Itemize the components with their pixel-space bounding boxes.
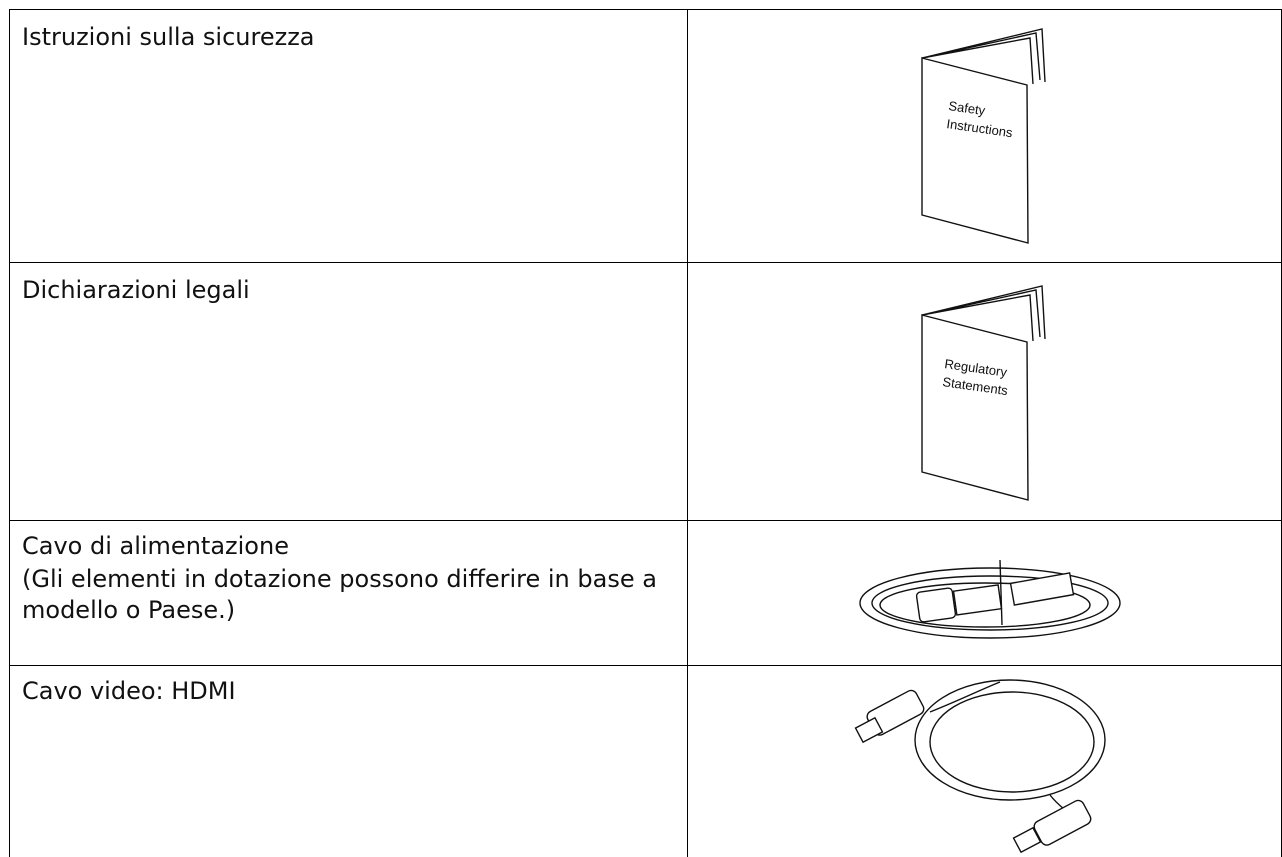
booklet-text: Safety [948, 98, 987, 118]
item-name: Dichiarazioni legali [22, 276, 250, 304]
cell-text: Istruzioni sulla sicurezza [22, 22, 672, 55]
booklet: Regulatory Statements [921, 285, 1046, 501]
item-name: Cavo video: HDMI [22, 677, 236, 705]
power-cable [859, 559, 1121, 639]
cell [9, 665, 688, 857]
cell-text: Cavo video: HDMI [22, 676, 672, 709]
item-name: Istruzioni sulla sicurezza [22, 23, 315, 51]
cell-text: Cavo di alimentazione (Gli elementi in do… [22, 531, 672, 628]
cell [9, 9, 688, 263]
hdmi-cable [854, 679, 1106, 854]
cell-text: Dichiarazioni legali [22, 275, 672, 308]
item-name: Cavo di alimentazione [22, 532, 289, 560]
item-note: (Gli elementi in dotazione possono diffe… [22, 565, 657, 624]
booklet: Safety Instructions [921, 28, 1046, 244]
cell [9, 262, 688, 521]
cell [9, 520, 688, 666]
